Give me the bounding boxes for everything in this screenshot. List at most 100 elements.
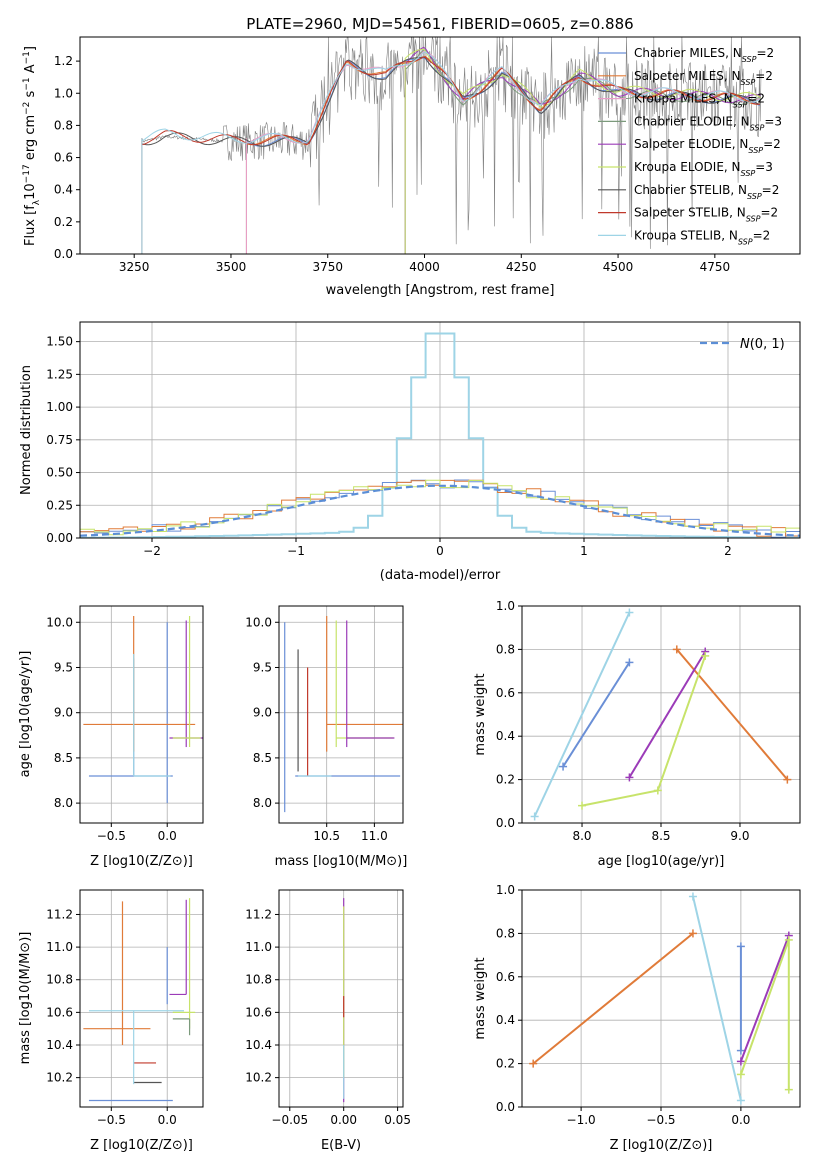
- legend-entry-5: Kroupa ELODIE, NSSP=3: [634, 160, 773, 178]
- x-tick-label: 8.5: [651, 829, 670, 843]
- legend-entry-6: Chabrier STELIB, NSSP=2: [634, 183, 779, 201]
- x-axis-label: mass [log10(M/M⊙)]: [275, 854, 408, 869]
- label-part: −17: [22, 164, 32, 183]
- legend-entry-2: Kroupa MILES, NSSP=2: [634, 92, 765, 110]
- y-axis-label: mass [log10(M/M⊙)]: [18, 932, 33, 1065]
- chart-title: PLATE=2960, MJD=54561, FIBERID=0605, z=0…: [246, 15, 633, 33]
- zm-purple: [169, 899, 187, 996]
- y-tick-label: 1.00: [46, 400, 73, 414]
- weight-line-4: [581, 655, 707, 807]
- y-tick-label: 10.6: [46, 1005, 73, 1019]
- y-axis-label: Normed distribution: [19, 365, 34, 495]
- zm-cyan: [88, 1010, 184, 1085]
- weight-line-0: [692, 896, 742, 1101]
- axes: 10.5 11.0 8.0 8.5 9.0 9.5 10.0: [245, 605, 404, 843]
- chart-panel-3: 10.5 11.0 8.0 8.5 9.0 9.5 10.0 mass [log10(M/M⊙…: [245, 605, 408, 869]
- point-salpeter-elodie: [169, 620, 203, 748]
- y-tick-label: 0.8: [54, 118, 73, 132]
- legend-label-main: Kroupa STELIB, N: [634, 228, 738, 242]
- weight-line-3: [628, 651, 707, 778]
- y-tick-label: 10.2: [46, 1071, 73, 1085]
- x-tick-label: −1: [287, 544, 305, 558]
- legend-entry-3: Chabrier ELODIE, NSSP=3: [634, 114, 782, 131]
- x-tick-label: −0.5: [646, 1113, 675, 1127]
- plot-area: [83, 615, 203, 804]
- point-kroupa-elodie: [172, 615, 201, 748]
- legend-label-tail: =2: [763, 137, 781, 151]
- point-salpeter-miles: [83, 615, 196, 752]
- y-tick-label: 0.6: [496, 970, 515, 984]
- model-line-1: [80, 55, 760, 254]
- y-tick-label: 1.25: [46, 367, 73, 381]
- legend-label-main: Salpeter ELODIE, N: [634, 137, 748, 151]
- y-tick-label: 10.6: [245, 1005, 272, 1019]
- model-line-5: [80, 48, 761, 254]
- legend-label-main: Kroupa MILES, N: [634, 92, 733, 106]
- x-tick-label: 1: [580, 544, 588, 558]
- x-tick-label: 3250: [119, 260, 150, 274]
- legend-label-main: Chabrier MILES, N: [634, 46, 742, 60]
- x-axis-label: E(B-V): [321, 1138, 361, 1153]
- x-tick-label: −0.05: [271, 1113, 308, 1127]
- axes-frame: [79, 605, 204, 824]
- axes: 8.0 8.5 9.0 0.0 0.2 0.4 0.6 0.8 1.0: [496, 599, 801, 843]
- chart-panel-0: 3250 3500 3750 4000 4250 4500 4750 0.0 0.2 0.4 0.6…: [22, 15, 801, 298]
- weight-marker: [578, 801, 587, 810]
- legend-label-tail: =3: [755, 160, 773, 174]
- legend-label-sub: SSP: [747, 191, 762, 200]
- x-tick-label: −0.5: [97, 829, 126, 843]
- x-axis-label: Z [log10(Z/Z⊙)]: [90, 854, 193, 869]
- axes: −0.5 0.0 8.0 8.5 9.0 9.5 10.0: [46, 605, 204, 843]
- y-tick-label: 10.0: [245, 615, 272, 629]
- x-tick-label: 3500: [216, 260, 247, 274]
- weight-marker: [653, 786, 662, 795]
- axes-frame: [79, 36, 801, 255]
- y-tick-label: 10.8: [46, 973, 73, 987]
- x-tick-label: 9.0: [730, 829, 749, 843]
- weight-marker: [688, 892, 697, 901]
- x-tick-label: 0.0: [158, 1113, 177, 1127]
- legend-entry-1: Salpeter MILES, NSSP=2: [634, 69, 773, 87]
- x-tick-label: 0.05: [384, 1113, 411, 1127]
- point-purple-mass: [346, 620, 395, 748]
- y-tick-label: 0.4: [54, 183, 73, 197]
- y-tick-label: 9.0: [253, 706, 272, 720]
- zm-lime: [172, 898, 196, 1029]
- y-tick-label: 0.25: [46, 498, 73, 512]
- plot-area: [284, 615, 403, 813]
- label-part: erg cm: [23, 115, 38, 164]
- y-tick-label: 0.2: [54, 215, 73, 229]
- y-tick-label: 10.0: [46, 615, 73, 629]
- weight-marker: [625, 773, 634, 782]
- legend-label-sub: SSP: [741, 77, 756, 86]
- weight-line-3: [739, 935, 790, 1062]
- axes: −0.5 0.0 10.2 10.4 10.6 10.8 11.0 11.2: [46, 889, 204, 1127]
- y-tick-label: 8.0: [253, 796, 272, 810]
- x-axis-label: Z [log10(Z/Z⊙)]: [610, 1138, 713, 1153]
- legend-entry-8: Kroupa STELIB, NSSP=2: [634, 228, 770, 246]
- label-part: (0, 1): [750, 337, 785, 352]
- y-tick-label: 9.0: [54, 706, 73, 720]
- legend-label-main: Kroupa ELODIE, N: [634, 160, 741, 174]
- legend-label-tail: =3: [764, 114, 782, 128]
- weight-line-4: [739, 939, 790, 1090]
- x-tick-label: −1.0: [567, 1113, 596, 1127]
- chart-panel-1: −2 −1 0 1 2 0.00 0.25 0.50 0.75 1.00 1.25 1.50 (data…: [19, 321, 801, 583]
- legend-label-main: Salpeter STELIB, N: [634, 206, 746, 220]
- x-tick-label: 11.0: [361, 829, 388, 843]
- y-tick-label: 1.0: [54, 86, 73, 100]
- y-tick-label: 1.50: [46, 335, 73, 349]
- y-tick-label: 0.4: [496, 729, 515, 743]
- x-tick-label: 4500: [603, 260, 634, 274]
- model-line-6: [80, 56, 760, 254]
- legend-entry-gaussian: N(0, 1): [740, 337, 785, 352]
- x-tick-label: −2: [143, 544, 161, 558]
- model-line-7: [80, 56, 760, 254]
- legend-label-main: Chabrier ELODIE, N: [634, 114, 750, 128]
- y-axis-label: mass weight: [473, 673, 488, 755]
- y-tick-label: 1.0: [496, 599, 515, 613]
- legend-label-sub: SSP: [741, 169, 756, 178]
- y-tick-label: 0.2: [496, 773, 515, 787]
- x-tick-label: 10.5: [313, 829, 340, 843]
